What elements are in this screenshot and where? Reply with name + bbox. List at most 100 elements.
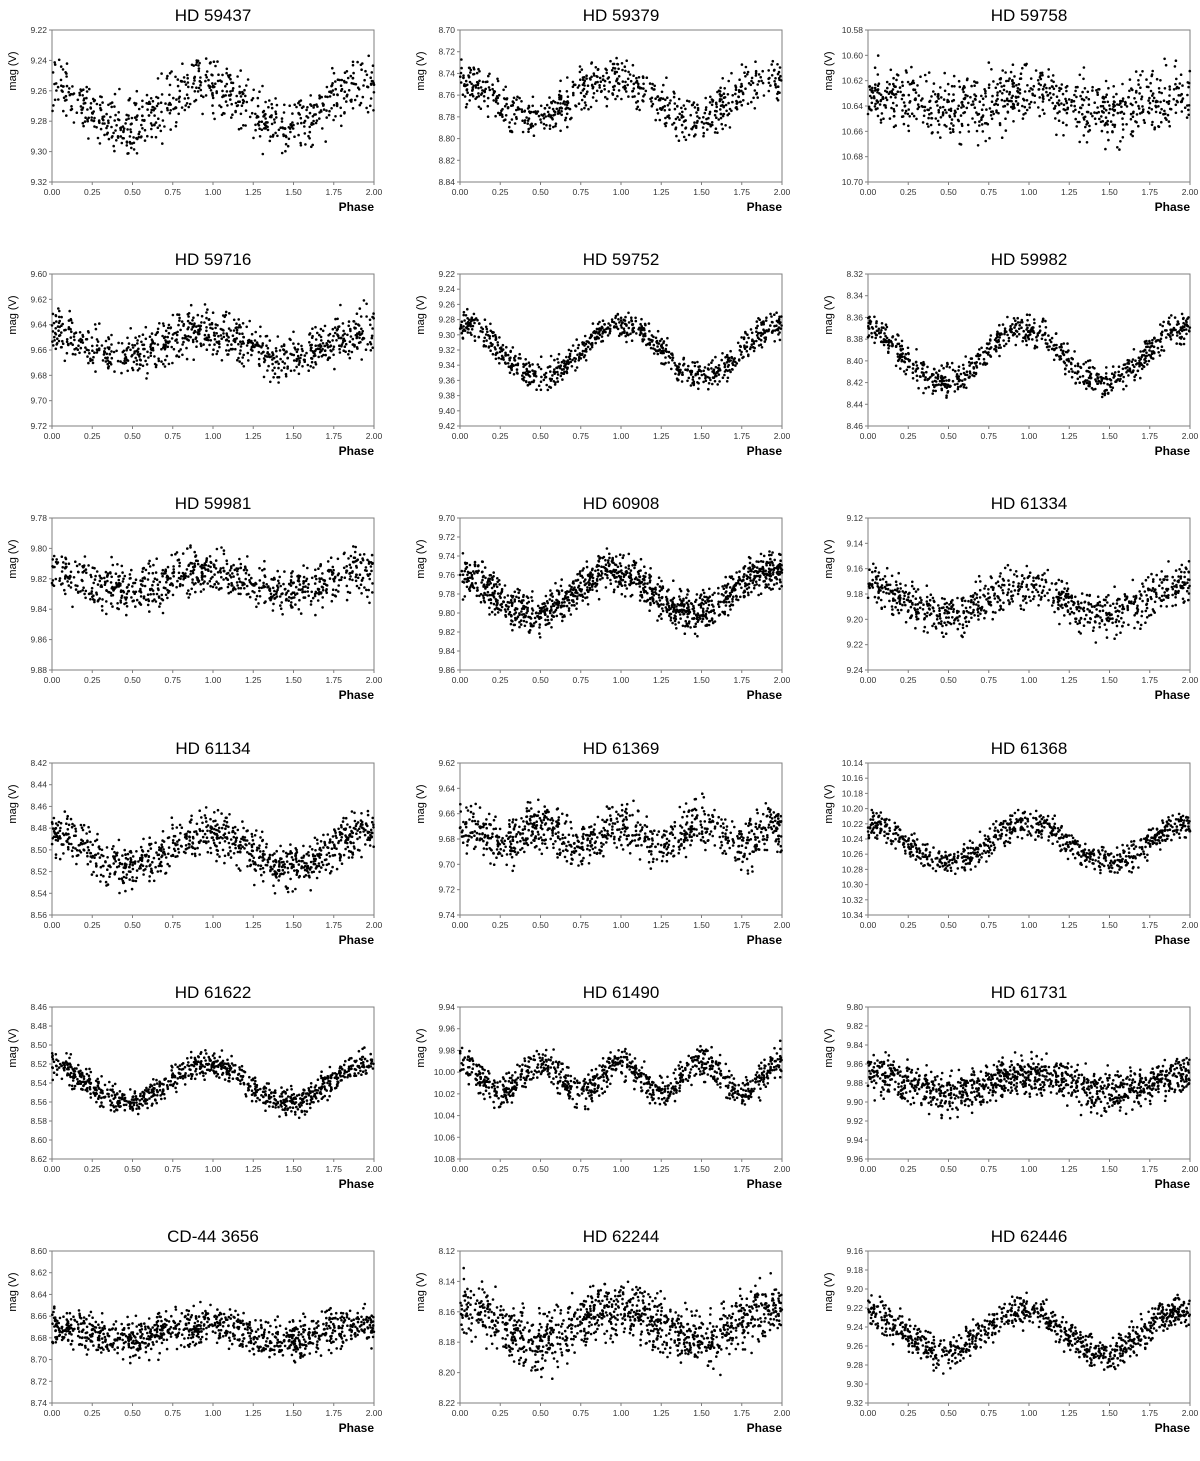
data-point [1065,351,1068,354]
data-point [938,369,941,372]
data-point [1136,362,1139,365]
data-point [717,370,720,373]
data-point [545,124,548,127]
data-point [680,107,683,110]
data-point [257,123,260,126]
data-point [923,115,926,118]
data-point [1165,64,1168,67]
data-point [1063,104,1066,107]
data-point [484,88,487,91]
data-point [1079,95,1082,98]
data-point [89,358,92,361]
data-point [158,360,161,363]
x-tick-label: 2.00 [366,675,383,685]
data-point [91,336,94,339]
data-point [79,331,82,334]
data-point [1045,87,1048,90]
data-point [60,65,63,68]
data-point [697,388,700,391]
data-point [166,75,169,78]
data-point [1070,104,1073,107]
data-point [1183,337,1186,340]
data-point [931,381,934,384]
x-tick-label: 0.50 [532,187,549,197]
data-point [103,134,106,137]
data-point [491,83,494,86]
data-point [459,75,462,78]
data-point [268,99,271,102]
data-point [890,96,893,99]
plot-frame [460,274,782,426]
data-point [1148,340,1151,343]
data-point [981,108,984,111]
data-point [574,369,577,372]
data-point [1094,117,1097,120]
data-point [289,124,292,127]
data-point [245,84,248,87]
data-point [480,86,483,89]
light-curve-chart: HD 597529.229.249.269.289.309.329.349.36… [408,244,808,484]
data-point [186,358,189,361]
data-point [1106,383,1109,386]
data-point [709,101,712,104]
data-point [502,358,505,361]
data-point [627,78,630,81]
data-point [556,371,559,374]
data-point [370,83,373,86]
data-point [110,126,113,129]
data-point [186,102,189,105]
x-tick-label: 2.00 [1182,187,1199,197]
y-axis-label: mag (V) [7,51,19,90]
data-point [640,318,643,321]
data-point [312,366,315,369]
data-point [1011,83,1014,86]
y-tick-label: 9.22 [438,269,455,279]
data-point [313,104,316,107]
data-point [1182,97,1185,100]
data-point [551,118,554,121]
data-point [994,345,997,348]
data-point [1087,382,1090,385]
data-point [887,351,890,354]
data-point [879,103,882,106]
data-point [1159,111,1162,114]
data-point [248,339,251,342]
data-point [959,131,962,134]
data-point [1171,329,1174,332]
data-point [1002,339,1005,342]
x-axis-label: Phase [1155,444,1191,458]
data-point [314,582,317,585]
data-point [483,90,486,93]
data-point [931,373,934,376]
data-point [326,96,329,99]
chart-title: HD 59716 [175,250,252,269]
data-point [134,357,137,360]
data-point [1001,92,1004,95]
data-point [73,121,76,124]
data-point [527,130,530,133]
data-point [1188,329,1191,332]
data-point [595,100,598,103]
data-point [528,117,531,120]
data-point [210,89,213,92]
data-point [339,304,342,307]
data-point [264,117,267,120]
y-tick-label: 9.82 [30,574,47,584]
data-point [748,82,751,85]
data-point [1086,111,1089,114]
data-point [984,363,987,366]
data-point [298,113,301,116]
data-point [205,317,208,320]
data-point [1027,330,1030,333]
y-tick-label: 9.40 [438,406,455,416]
data-point [169,103,172,106]
data-point [99,104,102,107]
data-point [155,96,158,99]
data-point [101,609,104,612]
data-point [201,315,204,318]
data-point [976,130,979,133]
data-point [175,121,178,124]
data-point [1151,342,1154,345]
data-point [1100,121,1103,124]
data-point [1014,324,1017,327]
